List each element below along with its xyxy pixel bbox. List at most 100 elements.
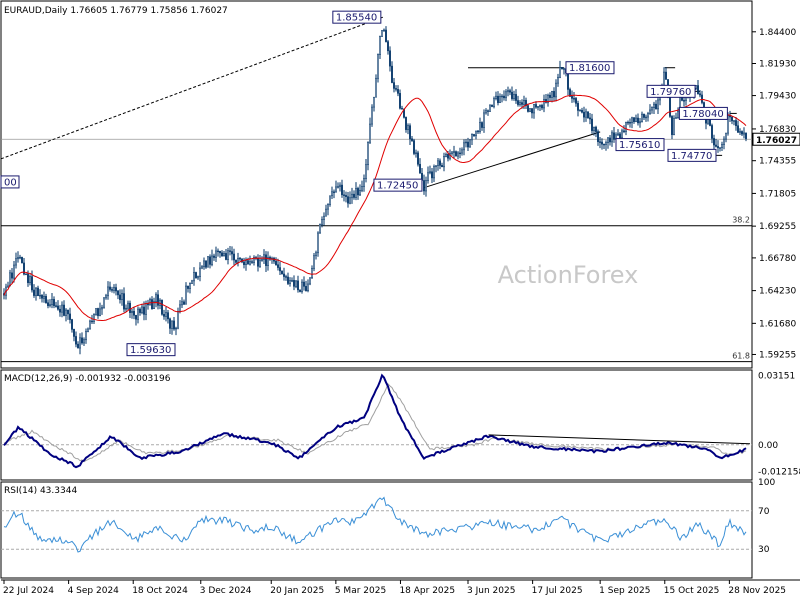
candle-body — [249, 261, 251, 265]
candle-body — [637, 117, 639, 124]
candle-body — [15, 258, 17, 266]
candle-body — [553, 91, 555, 98]
y-tick-label: 1.61680 — [759, 319, 796, 329]
candle-body — [233, 253, 235, 261]
candle-body — [303, 281, 305, 287]
candle-body — [337, 186, 339, 188]
candle-body — [37, 287, 39, 297]
candle-body — [173, 320, 175, 330]
candle-body — [481, 122, 483, 128]
candle-body — [671, 116, 673, 135]
candle-body — [27, 273, 29, 284]
candle-body — [549, 94, 551, 98]
candle-body — [57, 305, 59, 310]
candle-body — [627, 121, 629, 124]
candle-body — [405, 117, 407, 130]
candle-body — [123, 293, 125, 310]
candle-body — [577, 103, 579, 111]
candle-body — [551, 91, 553, 98]
candle-body — [95, 308, 97, 315]
candle-body — [501, 95, 503, 98]
candle-body — [509, 90, 511, 93]
y-tick-label: 1.71805 — [759, 189, 796, 199]
candle-body — [183, 301, 185, 305]
candle-body — [443, 156, 445, 168]
candle-body — [387, 41, 389, 52]
fib-label: 61.8 — [732, 352, 750, 361]
candle-body — [39, 294, 41, 297]
candle-body — [103, 297, 105, 308]
candle-body — [563, 68, 565, 70]
candle-body — [149, 299, 151, 306]
level-box — [373, 178, 423, 192]
candle-body — [215, 250, 217, 258]
candle-body — [247, 260, 249, 265]
candle-body — [617, 133, 619, 136]
candle-body — [281, 270, 283, 275]
candle-body — [381, 30, 383, 37]
candle-body — [331, 191, 333, 197]
candle-body — [603, 143, 605, 146]
candle-body — [157, 294, 159, 306]
candle-body — [155, 294, 157, 302]
x-tick-label: 15 Oct 2025 — [664, 586, 720, 596]
candle-body — [129, 302, 131, 313]
candle-body — [47, 302, 49, 306]
candle-body — [375, 77, 377, 98]
candle-body — [53, 299, 55, 307]
candle-body — [31, 276, 33, 291]
candle-body — [175, 327, 177, 330]
level-label: 00 — [4, 177, 17, 188]
candle-body — [139, 308, 141, 313]
candle-body — [97, 308, 99, 316]
candle-body — [197, 276, 199, 279]
candle-body — [561, 67, 563, 70]
candle-body — [315, 252, 317, 257]
y-tick-label: 1.84400 — [759, 28, 796, 38]
candle-body — [653, 103, 655, 108]
macd-trendline — [488, 434, 751, 445]
candle-body — [177, 311, 179, 329]
x-tick-label: 18 Oct 2024 — [132, 586, 188, 596]
candle-body — [339, 184, 341, 187]
candle-body — [567, 72, 569, 90]
candle-body — [207, 256, 209, 268]
candle-body — [187, 285, 189, 289]
candle-body — [259, 259, 261, 267]
candle-body — [631, 117, 633, 124]
candle-body — [571, 96, 573, 99]
candle-body — [163, 313, 165, 317]
level-label: 1.78040 — [682, 109, 723, 120]
panel-frame-3 — [0, 481, 753, 579]
candle-body — [285, 276, 287, 278]
candle-body — [45, 295, 47, 304]
candle-body — [495, 95, 497, 99]
fib-label: 38.2 — [732, 216, 750, 225]
candle-body — [597, 131, 599, 143]
x-tick-label: 1 Sep 2025 — [599, 586, 650, 596]
candle-body — [219, 250, 221, 254]
candle-body — [305, 285, 307, 291]
candle-body — [569, 89, 571, 97]
candle-body — [17, 257, 19, 260]
candle-body — [457, 152, 459, 157]
candle-body — [317, 232, 319, 254]
candle-body — [153, 301, 155, 310]
candle-body — [435, 165, 437, 167]
candle-body — [517, 100, 519, 105]
candle-body — [161, 299, 163, 315]
candle-body — [537, 106, 539, 108]
candle-body — [539, 105, 541, 107]
level-label: 1.74770 — [671, 151, 712, 162]
candle-body — [557, 76, 559, 84]
candle-body — [181, 301, 183, 306]
x-tick-label: 5 Mar 2025 — [335, 586, 386, 596]
candle-body — [727, 115, 729, 134]
candle-body — [585, 111, 587, 118]
candle-body — [35, 287, 37, 296]
candle-body — [355, 188, 357, 198]
candle-body — [591, 118, 593, 131]
candle-body — [361, 186, 363, 191]
candle-body — [713, 138, 715, 146]
candle-body — [291, 280, 293, 282]
